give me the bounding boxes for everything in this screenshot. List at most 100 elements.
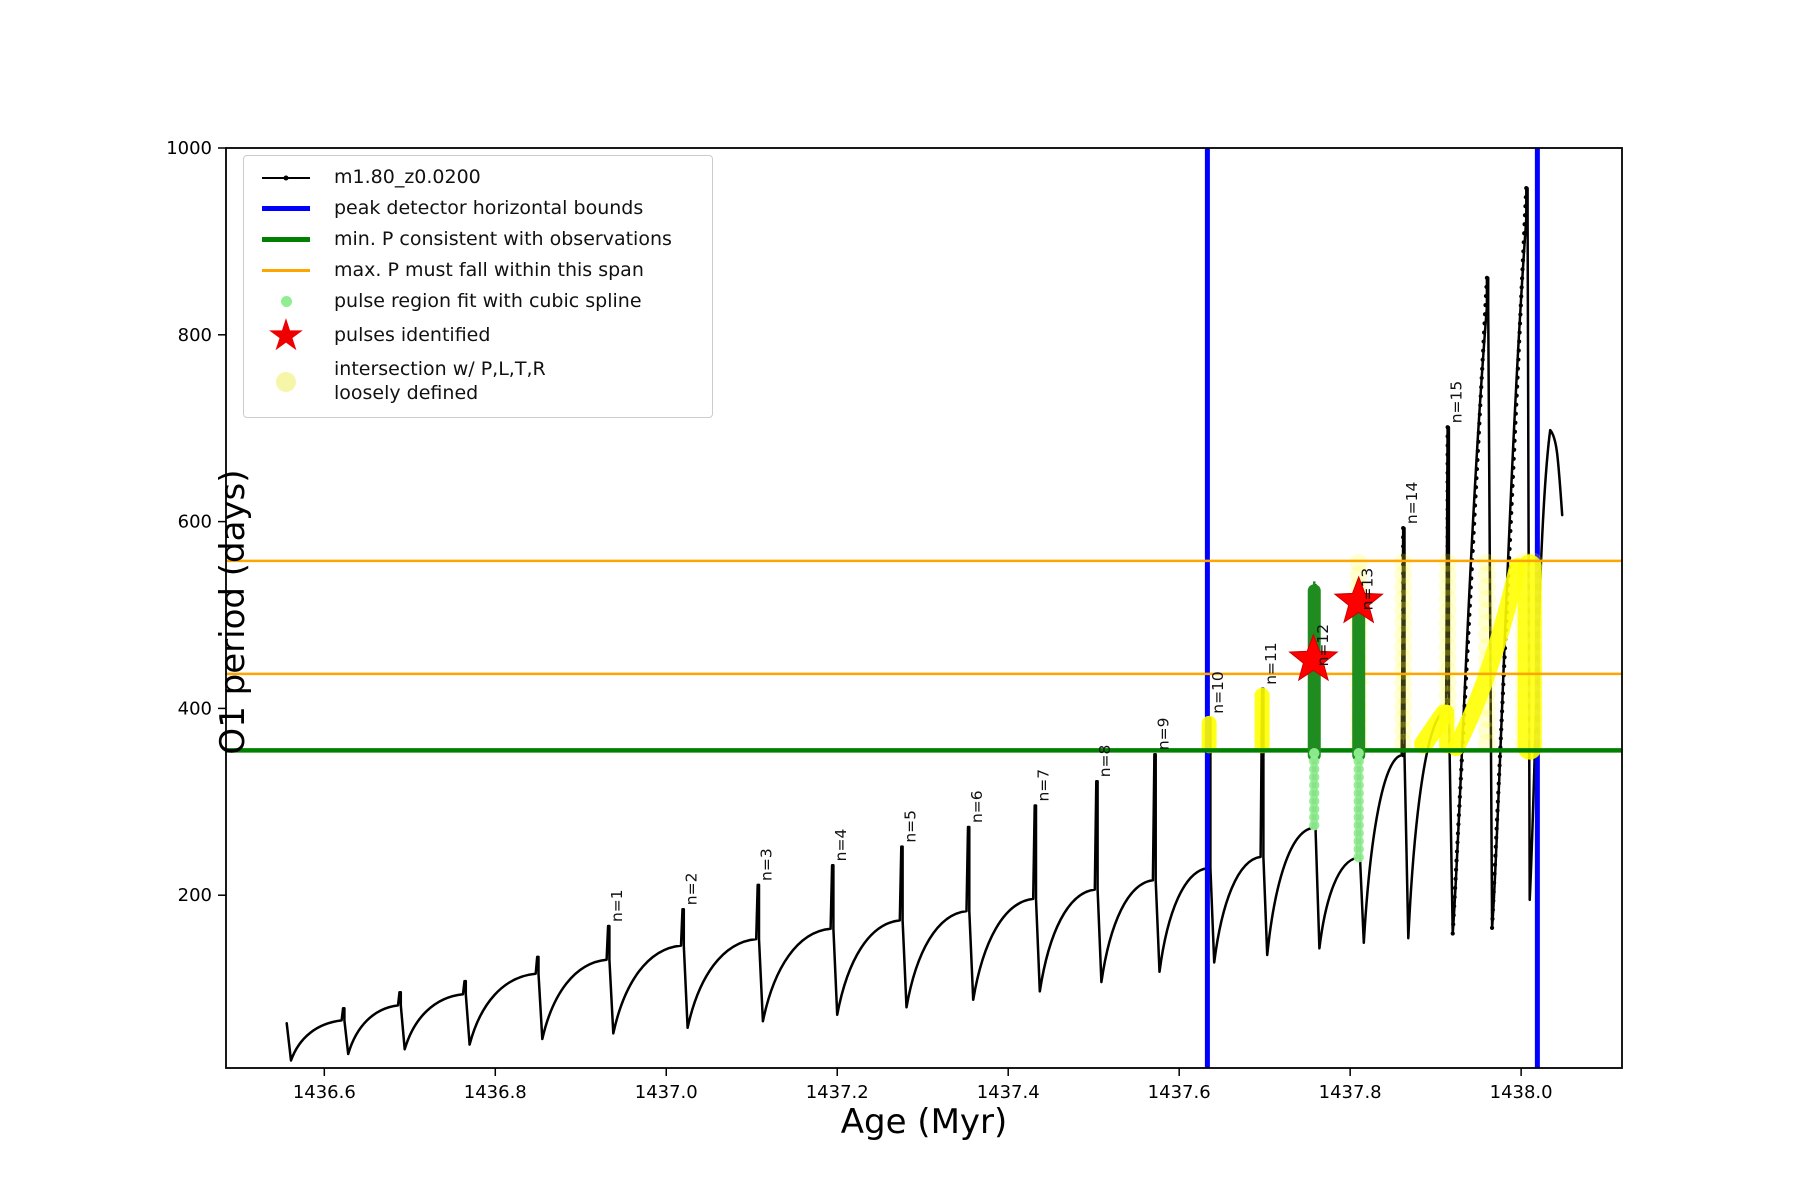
series-marker xyxy=(1453,867,1459,872)
series-marker xyxy=(1497,754,1503,759)
intersection-pale-dot xyxy=(1514,648,1535,669)
intersection-pale-dot xyxy=(1477,649,1496,668)
series-marker xyxy=(1401,662,1406,667)
series-marker xyxy=(1476,430,1481,435)
legend-label: pulses identified xyxy=(334,324,491,347)
series-marker xyxy=(1452,904,1457,909)
green-line-icon xyxy=(254,237,318,242)
intersection-pale-dot xyxy=(1523,624,1544,645)
spline-region-dot xyxy=(1309,780,1320,791)
intersection-pale-dot xyxy=(1523,576,1544,597)
spline-region-dot xyxy=(1309,748,1320,759)
series-marker xyxy=(1455,840,1460,845)
series-marker xyxy=(1451,913,1456,918)
series-marker xyxy=(1490,916,1495,921)
legend-item-max-p: max. P must fall within this span xyxy=(254,255,702,286)
series-marker xyxy=(1492,880,1497,885)
series-marker xyxy=(1459,758,1464,763)
lightgreen-dot-icon xyxy=(254,296,318,307)
intersection-pale-dot xyxy=(1523,612,1544,633)
intersection-pale-dot xyxy=(1477,697,1496,716)
series-marker xyxy=(1501,682,1506,687)
intersection-pale-dot xyxy=(1523,648,1544,669)
series-marker xyxy=(1471,539,1476,545)
series-marker xyxy=(1492,871,1497,876)
peak-label-n15: n=15 xyxy=(1448,381,1466,424)
series-marker xyxy=(1512,429,1518,434)
series-marker xyxy=(1445,562,1450,567)
series-marker xyxy=(1480,357,1485,362)
legend-item-series: m1.80_z0.0200 xyxy=(254,162,702,193)
series-marker xyxy=(1500,691,1506,696)
series-marker xyxy=(1401,698,1406,703)
series-marker xyxy=(1483,293,1489,299)
intersection-pale-dot xyxy=(1514,732,1535,753)
intersection-pale-dot xyxy=(1477,733,1496,752)
series-marker xyxy=(1445,552,1450,558)
pale-yellow-dot-icon xyxy=(254,372,318,392)
series-marker xyxy=(1484,284,1489,290)
series-marker xyxy=(1482,312,1488,317)
series-marker xyxy=(1453,876,1458,881)
series-marker xyxy=(1474,466,1480,472)
intersection-pale-dot xyxy=(1514,552,1535,573)
blue-line-icon xyxy=(254,206,318,211)
series-marker xyxy=(1475,457,1480,463)
spline-region-dot xyxy=(1353,820,1364,831)
x-tick-label: 1436.8 xyxy=(464,1082,527,1103)
series-marker xyxy=(1401,634,1406,640)
series-marker xyxy=(1472,503,1478,508)
intersection-pale-dot xyxy=(1438,613,1457,632)
series-marker xyxy=(1509,510,1514,516)
series-marker xyxy=(1401,526,1406,531)
intersection-pale-dot xyxy=(1349,553,1368,572)
series-marker xyxy=(1445,644,1450,649)
intersection-pale-dot xyxy=(1394,553,1413,572)
x-axis-label: Age (Myr) xyxy=(840,1102,1008,1142)
intersection-pale-dot xyxy=(1438,661,1457,680)
series-marker xyxy=(1401,544,1406,549)
series-marker xyxy=(1495,799,1500,804)
series-marker xyxy=(1523,195,1528,200)
series-marker xyxy=(1479,385,1484,390)
series-marker xyxy=(1401,743,1406,749)
series-marker xyxy=(1445,461,1450,466)
peak-label-n1: n=1 xyxy=(608,889,626,922)
x-tick-label: 1436.6 xyxy=(293,1082,356,1103)
spline-region-dot xyxy=(1309,820,1320,831)
intersection-pale-dot xyxy=(1438,709,1457,728)
series-marker xyxy=(1468,585,1473,590)
legend-item-min-p: min. P consistent with observations xyxy=(254,224,702,255)
series-marker xyxy=(1494,826,1499,831)
series-marker xyxy=(1445,616,1450,622)
series-marker xyxy=(1491,898,1496,903)
series-marker xyxy=(1508,528,1513,534)
series-marker xyxy=(1499,727,1504,732)
intersection-pale-dot xyxy=(1394,565,1413,584)
peak-label-n8: n=8 xyxy=(1096,745,1114,778)
series-marker xyxy=(1508,519,1513,525)
series-marker xyxy=(1522,222,1527,227)
series-marker xyxy=(1520,267,1525,272)
series-marker xyxy=(1517,321,1523,326)
series-marker xyxy=(1468,594,1473,599)
series-marker xyxy=(1523,204,1528,209)
series-marker xyxy=(1401,707,1406,712)
spline-region-dot xyxy=(1353,772,1364,783)
series-marker xyxy=(1454,849,1460,854)
series-marker xyxy=(1445,443,1450,448)
series-marker xyxy=(1459,767,1464,772)
series-marker xyxy=(1445,479,1450,485)
legend-label: min. P consistent with observations xyxy=(334,227,672,250)
intersection-pale-dot xyxy=(1523,696,1544,717)
intersection-pale-dot xyxy=(1514,612,1535,633)
pulse-identified-star xyxy=(1288,633,1339,682)
series-marker xyxy=(1473,485,1479,490)
intersection-pale-dot xyxy=(1523,732,1544,753)
legend-label: peak detector horizontal bounds xyxy=(334,196,644,219)
series-marker xyxy=(1524,186,1529,191)
series-marker xyxy=(1401,598,1406,603)
series-marker xyxy=(1445,689,1450,695)
series-marker xyxy=(1500,700,1505,705)
intersection-pale-dot xyxy=(1394,661,1413,680)
